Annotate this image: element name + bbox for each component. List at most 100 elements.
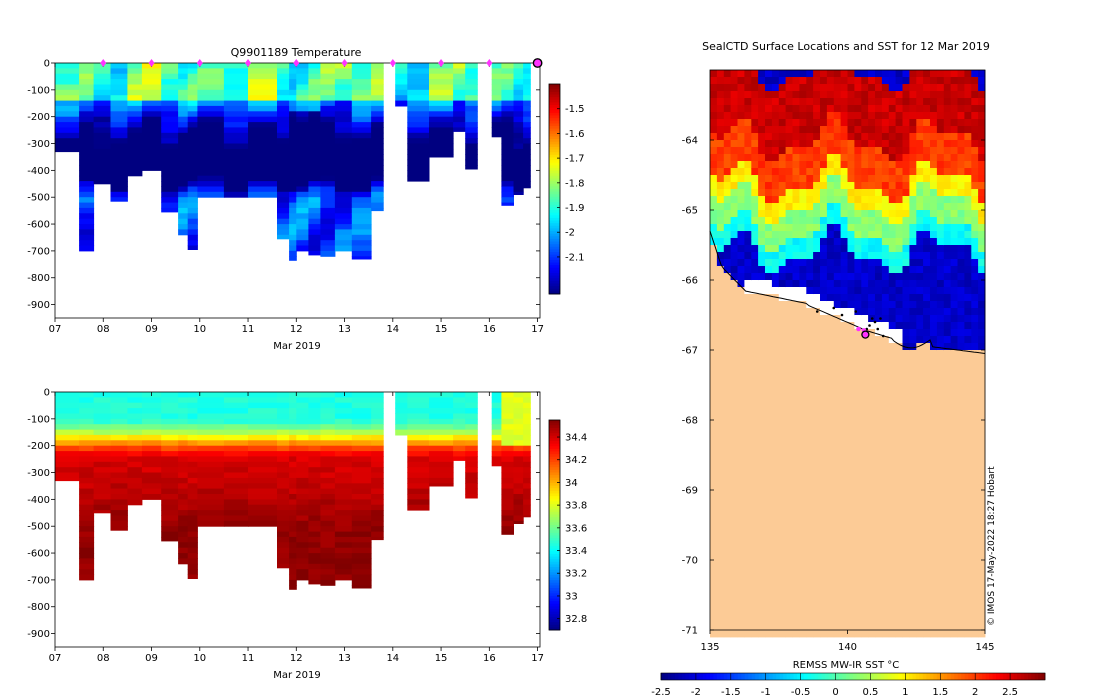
section-cell [501, 105, 514, 112]
sst-cell [765, 469, 773, 477]
sst-cell [723, 126, 732, 134]
sst-cell [936, 91, 945, 99]
sst-cell [785, 616, 793, 624]
sst-cell [730, 609, 738, 617]
sst-cell [833, 91, 842, 99]
section-cell [55, 79, 80, 85]
sst-cell [902, 476, 910, 484]
section-cell [296, 542, 309, 549]
section-cell [55, 472, 80, 479]
section-cell [320, 542, 336, 549]
section-cell [110, 392, 128, 398]
sst-cell [710, 602, 718, 610]
sst-cell [778, 196, 787, 204]
sst-cell [716, 210, 725, 218]
section-cell [308, 159, 321, 166]
section-cell [523, 170, 531, 177]
sst-cell [840, 133, 848, 141]
sst-cell [909, 91, 917, 99]
section-cell [197, 68, 225, 75]
x-tick-label: 11 [242, 653, 255, 664]
sst-cell [854, 84, 862, 92]
sst-cell [861, 77, 869, 85]
sst-cell [792, 196, 800, 204]
sst-cell [895, 175, 903, 183]
sst-cell [765, 287, 773, 295]
sst-cell [716, 427, 725, 435]
sst-cell [806, 217, 814, 225]
section-cell [248, 89, 278, 96]
sst-cell [964, 385, 972, 393]
sst-cell [950, 77, 958, 85]
sst-cell [840, 294, 848, 302]
sst-cell [710, 217, 718, 225]
sst-cell [771, 301, 780, 309]
section-cell [351, 429, 372, 436]
sst-cell [847, 469, 855, 477]
section-cell [110, 89, 128, 96]
section-cell [289, 542, 297, 549]
sst-cell [964, 105, 972, 113]
section-cell [429, 451, 454, 457]
section-cell [407, 132, 430, 139]
sst-cell [895, 105, 903, 113]
sst-cell [881, 147, 890, 155]
section-cell [187, 234, 198, 241]
section-cell [334, 213, 353, 220]
section-cell [501, 68, 514, 75]
sst-cell [923, 581, 931, 589]
sst-cell [765, 105, 773, 113]
sst-cell [854, 490, 862, 498]
section-cell [501, 100, 514, 107]
sst-cell [799, 196, 807, 204]
section-cell [110, 100, 128, 107]
sst-cell [778, 595, 787, 603]
sst-cell [881, 455, 890, 463]
sst-cell [950, 175, 958, 183]
sst-cell [923, 553, 931, 561]
sst-cell [950, 245, 958, 253]
section-cell [453, 116, 466, 123]
sst-cell [881, 602, 890, 610]
sst-cell [847, 329, 855, 337]
sst-cell [895, 315, 903, 323]
sst-cell [730, 329, 738, 337]
sst-cell [820, 518, 828, 526]
sst-cell [813, 294, 821, 302]
sst-cell [950, 399, 958, 407]
sst-cell [751, 280, 759, 288]
sst-cell [730, 168, 738, 176]
section-cell [371, 197, 384, 204]
sst-cell [765, 189, 773, 197]
section-cell [296, 122, 309, 128]
section-cell [79, 186, 95, 193]
sst-cell [751, 287, 759, 295]
sst-cell [744, 294, 752, 302]
section-cell [308, 542, 321, 549]
sst-cell [737, 301, 745, 309]
sst-cell [771, 511, 780, 519]
sst-cell [909, 427, 917, 435]
sst-cell [943, 364, 952, 372]
sst-cell [840, 434, 848, 442]
section-cell [127, 95, 143, 102]
sst-cell [778, 546, 787, 554]
sst-cell [868, 301, 876, 309]
sst-cell [902, 581, 910, 589]
section-cell [197, 392, 225, 398]
section-cell [197, 186, 225, 193]
sst-cell [923, 371, 931, 379]
colorbar-segment [549, 519, 560, 523]
sst-cell [785, 497, 793, 505]
sst-cell [943, 371, 952, 379]
sst-cell [730, 455, 738, 463]
sst-cell [771, 616, 780, 624]
sst-cell [723, 420, 732, 428]
section-cell [407, 175, 430, 182]
section-cell [334, 547, 353, 554]
section-cell [289, 585, 297, 590]
sst-cell [950, 455, 958, 463]
sst-cell [909, 294, 917, 302]
section-cell [187, 515, 198, 522]
